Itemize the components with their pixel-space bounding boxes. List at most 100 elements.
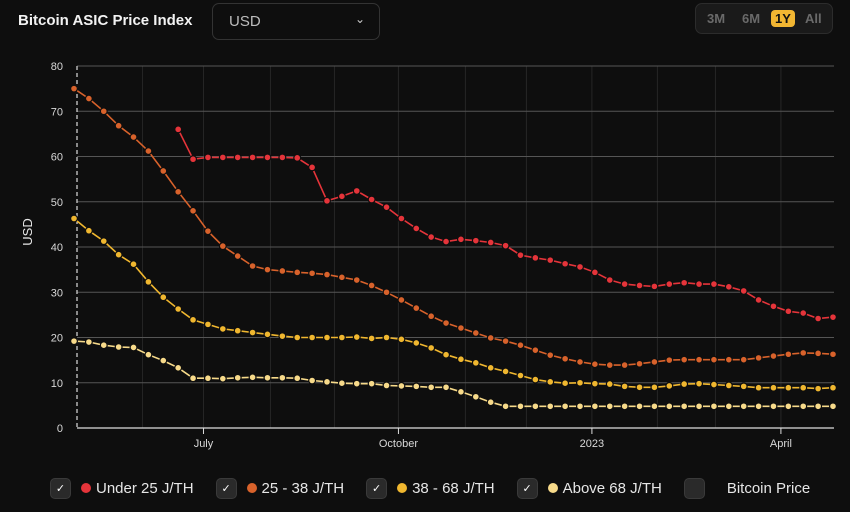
data-point [323, 377, 332, 386]
data-point [471, 392, 480, 401]
data-point [814, 349, 823, 358]
data-point [233, 153, 242, 162]
data-point [323, 196, 332, 205]
data-point [516, 371, 525, 380]
data-point [516, 341, 525, 350]
data-point [144, 277, 153, 286]
data-point [784, 350, 793, 359]
data-point [218, 242, 227, 251]
series-1 [69, 84, 837, 370]
data-point [531, 346, 540, 355]
checkbox-checked-icon[interactable]: ✓ [215, 477, 237, 499]
data-point [769, 402, 778, 411]
currency-select[interactable]: USD ⌄ [212, 3, 380, 40]
range-6m-button[interactable]: 6M [742, 11, 761, 26]
data-point [308, 269, 317, 278]
data-point [724, 402, 733, 411]
legend-item-under-25[interactable]: ✓ Under 25 J/TH [50, 477, 194, 499]
data-point [724, 381, 733, 390]
data-point [739, 286, 748, 295]
data-point [442, 319, 451, 328]
data-point [352, 333, 361, 342]
x-tick-label: 2023 [580, 438, 604, 450]
data-point [650, 282, 659, 291]
data-point [99, 107, 108, 116]
data-point [665, 381, 674, 390]
data-point [709, 380, 718, 389]
checkbox-checked-icon[interactable]: ✓ [516, 477, 538, 499]
range-3m-button[interactable]: 3M [707, 11, 726, 26]
data-point [174, 187, 183, 196]
range-all-button[interactable]: All [805, 11, 822, 26]
data-point [114, 121, 123, 130]
range-1y-button[interactable]: 1Y [771, 10, 795, 27]
data-point [412, 304, 421, 313]
data-point [114, 343, 123, 352]
data-point [189, 155, 198, 164]
data-point [203, 374, 212, 383]
data-point [739, 355, 748, 364]
data-point [501, 367, 510, 376]
data-point [69, 337, 78, 346]
series-2 [69, 214, 837, 393]
data-point [442, 350, 451, 359]
data-point [620, 361, 629, 370]
data-point [814, 402, 823, 411]
data-point [635, 359, 644, 368]
data-point [456, 235, 465, 244]
price-chart: 0 10 20 30 40 50 60 70 80 July October 2023 April US… [20, 61, 837, 450]
data-point [516, 251, 525, 260]
data-point [739, 402, 748, 411]
data-point [501, 402, 510, 411]
data-point [784, 402, 793, 411]
legend-label: Under 25 J/TH [96, 479, 194, 497]
data-point [620, 280, 629, 289]
legend-item-38-68[interactable]: ✓ 38 - 68 J/TH [366, 477, 495, 499]
data-point [129, 260, 138, 269]
checkbox-checked-icon[interactable]: ✓ [50, 477, 71, 499]
data-point [427, 233, 436, 242]
legend-item-bitcoin-price[interactable]: Bitcoin Price [683, 477, 810, 499]
data-point [546, 256, 555, 265]
data-point [189, 374, 198, 383]
data-point [590, 268, 599, 277]
checkbox-checked-icon[interactable]: ✓ [366, 477, 388, 499]
checkbox-unchecked-icon[interactable] [683, 477, 705, 499]
legend-item-25-38[interactable]: ✓ 25 - 38 J/TH [215, 477, 344, 499]
data-point [486, 398, 495, 407]
data-point [218, 153, 227, 162]
data-point [84, 338, 93, 347]
data-point [367, 281, 376, 290]
data-point [575, 378, 584, 387]
data-point [590, 379, 599, 388]
series-dot-icon [81, 483, 91, 493]
data-point [427, 312, 436, 321]
data-point [620, 382, 629, 391]
data-point [337, 273, 346, 282]
data-point [84, 94, 93, 103]
data-point [174, 125, 183, 134]
legend-item-above-68[interactable]: ✓ Above 68 J/TH [516, 477, 662, 499]
data-point [828, 383, 837, 392]
data-point [650, 383, 659, 392]
data-point [174, 304, 183, 313]
data-point [695, 379, 704, 388]
data-point [337, 333, 346, 342]
data-point [442, 237, 451, 246]
series-line [73, 87, 834, 366]
data-point [501, 337, 510, 346]
series-line [73, 340, 833, 408]
data-point [337, 192, 346, 201]
data-point [174, 363, 183, 372]
data-point [546, 351, 555, 360]
data-point [769, 352, 778, 361]
data-point [69, 214, 78, 223]
data-point [337, 379, 346, 388]
legend-label: Above 68 J/TH [562, 479, 662, 497]
data-point [352, 379, 361, 388]
data-point [248, 153, 257, 162]
data-point [159, 293, 168, 302]
series-line [177, 129, 834, 320]
data-point [635, 383, 644, 392]
data-point [575, 262, 584, 271]
